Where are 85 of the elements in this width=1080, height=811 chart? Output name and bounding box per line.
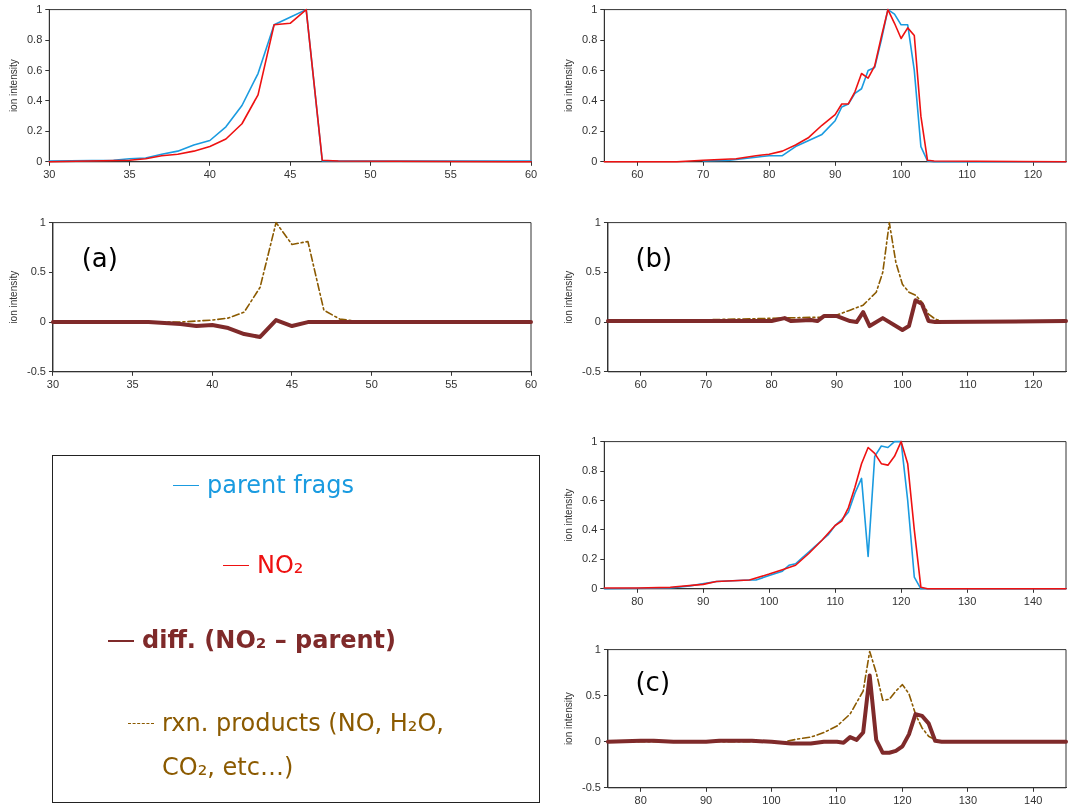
- x-tick-label: 120: [891, 595, 911, 608]
- y-tick-label: 0.6: [581, 493, 598, 506]
- y-tick-label: 0.4: [581, 522, 598, 535]
- x-tick-label: 50: [365, 378, 378, 391]
- x-tick-label: 40: [206, 378, 219, 391]
- x-tick-label: 90: [697, 595, 710, 608]
- x-tick-label: 110: [958, 168, 976, 181]
- y-tick-label: 0.4: [581, 93, 598, 106]
- x-tick-label: 100: [760, 595, 779, 608]
- x-tick-label: 50: [364, 168, 377, 181]
- x-tick-label: 60: [524, 378, 538, 391]
- annotation: (a): [81, 242, 118, 273]
- x-tick-label: 80: [765, 378, 778, 391]
- x-tick-label: 45: [284, 168, 297, 181]
- y-tick-label: -0.5: [26, 364, 46, 377]
- legend-label: diff. (NO₂ – parent): [142, 626, 397, 654]
- x-tick-label: 130: [958, 794, 978, 807]
- x-tick-label: 120: [1024, 378, 1043, 391]
- x-tick-label: 80: [763, 168, 776, 181]
- y-tick-label: -0.5: [581, 364, 601, 377]
- y-tick-label: 0.4: [26, 93, 43, 106]
- y-tick-label: -0.5: [581, 780, 601, 793]
- y-tick-label: 0.2: [581, 124, 598, 137]
- x-tick-label: 60: [524, 168, 538, 181]
- y-tick-label: 1: [36, 2, 43, 15]
- y-tick-label: 0: [39, 315, 46, 328]
- x-tick-label: 100: [891, 168, 911, 181]
- y-tick-label: 1: [594, 642, 601, 655]
- x-tick-label: 80: [634, 794, 647, 807]
- x-tick-label: 130: [957, 595, 977, 608]
- x-tick-label: 30: [46, 378, 60, 391]
- y-axis-title: ion intensity: [7, 270, 19, 324]
- y-axis-title: ion intensity: [562, 692, 574, 746]
- x-tick-label: 120: [1023, 168, 1043, 181]
- x-tick-label: 45: [285, 378, 299, 391]
- y-tick-label: 0.2: [581, 552, 598, 565]
- y-axis-title: ion intensity: [7, 59, 19, 113]
- legend-label: rxn. products (NO, H₂O, CO₂, etc…): [162, 708, 445, 783]
- x-tick-label: 70: [699, 378, 713, 391]
- y-tick-label: 0.2: [26, 124, 43, 137]
- y-tick-label: 0.8: [581, 464, 598, 477]
- x-tick-label: 90: [829, 168, 842, 181]
- x-tick-label: 100: [893, 378, 912, 391]
- x-tick-label: 140: [1024, 794, 1043, 807]
- x-tick-label: 90: [830, 378, 844, 391]
- x-tick-label: 35: [126, 378, 139, 391]
- y-tick-label: 0: [591, 581, 598, 594]
- y-tick-label: 1: [39, 215, 46, 228]
- y-tick-label: 0.5: [30, 265, 46, 278]
- x-tick-label: 110: [959, 378, 977, 391]
- y-tick-label: 0: [36, 154, 43, 167]
- x-tick-label: 60: [634, 378, 647, 391]
- x-tick-label: 110: [826, 595, 844, 608]
- x-tick-label: 40: [203, 168, 216, 181]
- y-tick-label: 1: [591, 434, 598, 447]
- x-tick-label: 70: [697, 168, 710, 181]
- y-tick-label: 0.8: [581, 33, 598, 46]
- x-tick-label: 60: [631, 168, 644, 181]
- x-tick-label: 100: [762, 794, 781, 807]
- x-tick-label: 35: [123, 168, 136, 181]
- x-tick-label: 55: [445, 378, 458, 391]
- x-tick-label: 55: [444, 168, 457, 181]
- y-axis-title: ion intensity: [562, 488, 574, 542]
- x-tick-label: 90: [699, 794, 713, 807]
- y-tick-label: 0.6: [581, 63, 598, 76]
- y-tick-label: 0: [591, 154, 598, 167]
- y-tick-label: 0: [594, 315, 601, 328]
- y-tick-label: 0: [594, 734, 601, 747]
- x-tick-label: 110: [828, 794, 846, 807]
- y-tick-label: 1: [591, 2, 598, 15]
- y-tick-label: 0.8: [26, 33, 43, 46]
- x-tick-label: 30: [43, 168, 56, 181]
- y-tick-label: 0.5: [585, 265, 601, 278]
- y-tick-label: 0.5: [585, 688, 601, 701]
- x-tick-label: 120: [893, 794, 912, 807]
- x-tick-label: 80: [631, 595, 644, 608]
- legend-label: NO₂: [257, 551, 304, 579]
- y-axis-title: ion intensity: [562, 59, 574, 113]
- y-axis-title: ion intensity: [562, 270, 574, 324]
- annotation: (c): [635, 666, 671, 697]
- legend-label: parent frags: [207, 471, 355, 499]
- annotation: (b): [635, 242, 673, 273]
- y-tick-label: 0.6: [26, 63, 43, 76]
- y-tick-label: 1: [594, 215, 601, 228]
- x-tick-label: 140: [1023, 595, 1043, 608]
